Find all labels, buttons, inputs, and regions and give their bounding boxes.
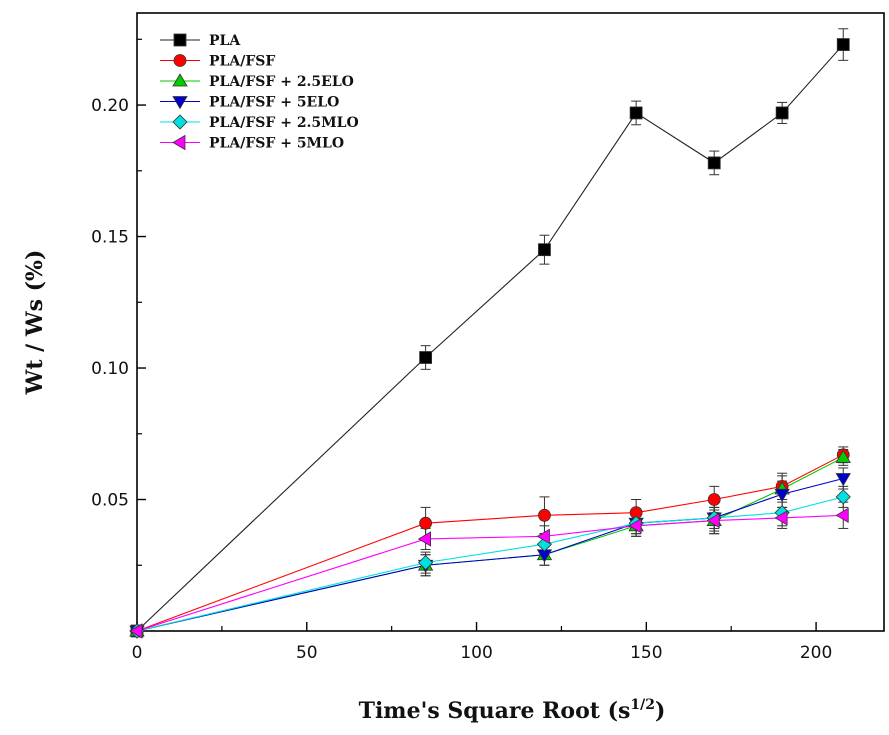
x-tick-label: 50 bbox=[296, 643, 318, 663]
x-axis-title-main: Time's Square Root (s bbox=[359, 698, 631, 724]
legend-marker bbox=[173, 54, 187, 67]
legend-entry: PLA/FSF + 2.5MLO bbox=[160, 114, 359, 131]
data-point bbox=[774, 510, 788, 526]
legend-entry: PLA/FSF + 5MLO bbox=[160, 134, 344, 152]
axis-ticks: 0 50 100 150 200 0.05 0.10 0.15 0.20 bbox=[91, 38, 832, 663]
legend-marker bbox=[172, 96, 188, 110]
data-point bbox=[538, 243, 551, 257]
data-point bbox=[707, 156, 721, 170]
series-line bbox=[136, 514, 844, 632]
legend-marker bbox=[172, 114, 188, 130]
plot-frame bbox=[136, 12, 885, 632]
x-tick-label: 100 bbox=[460, 643, 492, 663]
data-point bbox=[536, 528, 550, 545]
data-point bbox=[836, 38, 850, 51]
data-point bbox=[707, 493, 721, 506]
data-point bbox=[129, 623, 143, 639]
legend: PLA PLA/FSF PLA/FSF + 2.5ELO PLA/FSF + 5ELO… bbox=[160, 33, 359, 152]
series-lines bbox=[136, 44, 844, 632]
x-axis-title-exponent: 1/2 bbox=[630, 697, 655, 713]
legend-entry: PLA/FSF + 5ELO bbox=[160, 95, 339, 111]
legend-marker bbox=[172, 73, 188, 87]
legend-label: PLA/FSF + 2.5ELO bbox=[209, 74, 354, 90]
data-point bbox=[418, 555, 434, 571]
legend-label: PLA/FSF + 2.5MLO bbox=[209, 115, 359, 131]
series-line bbox=[136, 454, 844, 632]
series-line bbox=[136, 456, 844, 632]
data-point bbox=[417, 531, 432, 547]
x-tick-label: 150 bbox=[630, 643, 662, 663]
legend-entry: PLA bbox=[160, 33, 241, 49]
data-point bbox=[706, 512, 720, 529]
data-point bbox=[835, 473, 851, 487]
series-line bbox=[136, 496, 844, 632]
data-point bbox=[538, 508, 551, 522]
y-tick-label: 0.10 bbox=[91, 359, 129, 379]
x-tick-label: 200 bbox=[800, 643, 832, 663]
x-axis-title: Time's Square Root (s1/2) bbox=[359, 697, 666, 724]
data-point bbox=[774, 488, 790, 503]
y-tick-label: 0.15 bbox=[91, 228, 129, 248]
y-tick-label: 0.20 bbox=[91, 96, 129, 116]
legend-entry: PLA/FSF + 2.5ELO bbox=[160, 73, 354, 90]
legend-marker bbox=[172, 134, 186, 151]
data-point bbox=[628, 518, 642, 534]
legend-marker bbox=[173, 33, 187, 47]
series-line bbox=[136, 44, 844, 632]
legend-label: PLA/FSF + 5MLO bbox=[209, 136, 344, 152]
data-point bbox=[835, 489, 851, 505]
series-line bbox=[136, 477, 844, 632]
legend-label: PLA bbox=[209, 33, 241, 49]
data-point bbox=[629, 106, 643, 120]
y-tick-label: 0.05 bbox=[91, 491, 129, 511]
data-point bbox=[775, 106, 789, 120]
data-point bbox=[835, 449, 851, 463]
legend-label: PLA/FSF + 5ELO bbox=[209, 95, 339, 111]
legend-entry: PLA/FSF bbox=[160, 54, 275, 70]
data-markers bbox=[129, 38, 851, 639]
legend-label: PLA/FSF bbox=[209, 54, 275, 70]
data-point bbox=[835, 507, 849, 523]
y-axis-title: Wt / Ws (%) bbox=[22, 250, 48, 396]
x-tick-label: 0 bbox=[132, 643, 143, 663]
data-point bbox=[419, 351, 433, 364]
data-point bbox=[419, 516, 433, 530]
x-axis-title-close: ) bbox=[655, 698, 665, 724]
